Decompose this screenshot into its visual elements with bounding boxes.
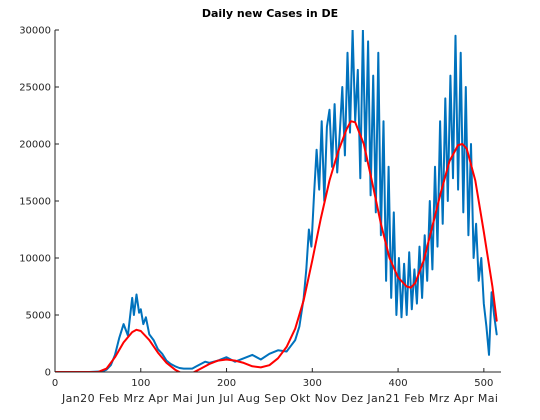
y-tick-label: 15000 <box>19 197 51 208</box>
x-tick-label: 200 <box>217 378 236 389</box>
y-tick-label: 30000 <box>19 26 51 37</box>
series-line-daily <box>55 30 498 372</box>
x-tick-label: 300 <box>303 378 322 389</box>
x-tick-label: 400 <box>389 378 408 389</box>
plot-area: 0 5000 10000 15000 20000 25000 30000 0 100 200 300… <box>19 26 501 405</box>
chart-title: Daily new Cases in DE <box>202 7 338 20</box>
y-tick-label: 10000 <box>19 254 51 265</box>
month-labels: Jan20 Feb Mrz Apr Mai Jun Jul Aug Sep Ok… <box>61 392 498 405</box>
y-tick-label: 25000 <box>19 83 51 94</box>
series-line-trend <box>55 120 498 372</box>
axis-layer: 0 5000 10000 15000 20000 25000 30000 0 100 200 300… <box>19 26 501 405</box>
x-tick-label: 100 <box>131 378 150 389</box>
y-tick-label: 20000 <box>19 140 51 151</box>
x-tick-label: 500 <box>474 378 493 389</box>
x-tick-label: 0 <box>52 378 58 389</box>
series-layer <box>55 30 498 372</box>
y-tick-label: 0 <box>45 368 51 379</box>
y-tick-label: 5000 <box>26 311 51 322</box>
